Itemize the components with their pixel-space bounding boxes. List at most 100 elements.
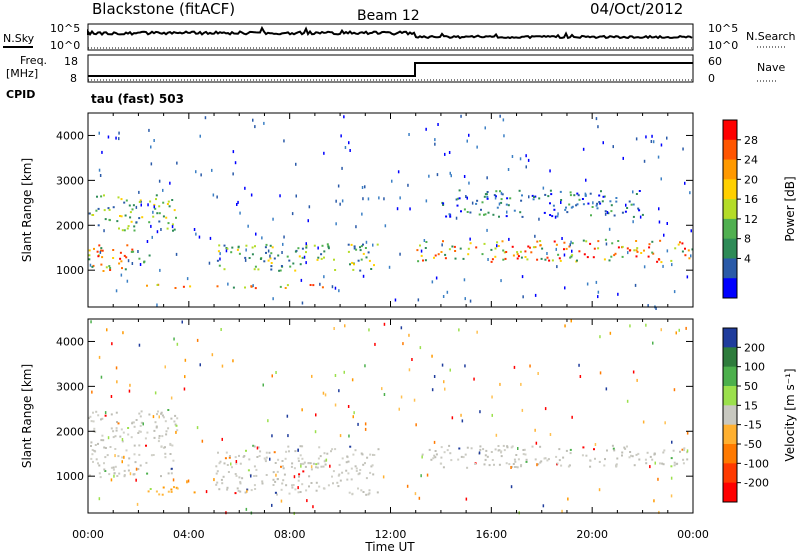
power-cell [613, 214, 616, 217]
power-cell [516, 251, 519, 254]
power-cell [552, 204, 555, 207]
velocity-cell [339, 479, 342, 482]
velocity-cell [465, 497, 468, 501]
power-cell [483, 242, 486, 245]
power-cell [152, 215, 155, 218]
velocity-cell [165, 433, 168, 436]
power-cell [478, 213, 481, 216]
power-cell [117, 196, 120, 199]
power-cell [367, 197, 370, 201]
colorbar-segment [723, 463, 737, 484]
freq-line [88, 62, 693, 77]
power-cell [319, 282, 321, 286]
power-cell [127, 225, 130, 228]
power-cell [502, 249, 505, 252]
velocity-cell [604, 458, 606, 461]
power-cell [597, 125, 599, 129]
power-cell [121, 229, 124, 232]
velocity-cell [294, 450, 297, 453]
power-cell [263, 121, 265, 125]
velocity-cell [508, 463, 511, 466]
velocity-cell [670, 457, 673, 460]
power-cell [361, 186, 364, 189]
velocity-cell [368, 328, 370, 332]
velocity-cell [355, 467, 358, 470]
velocity-cell [513, 466, 516, 468]
velocity-cell [372, 453, 374, 456]
power-cell [226, 247, 229, 250]
power-cell [237, 200, 239, 204]
power-cell [534, 234, 536, 238]
velocity-cell [272, 484, 275, 486]
velocity-cell [598, 488, 601, 492]
velocity-cell [285, 484, 288, 487]
velocity-cell [216, 481, 219, 484]
power-cell [97, 224, 100, 227]
power-cell [316, 258, 319, 261]
power-cell [211, 168, 213, 172]
velocity-cell [161, 435, 164, 438]
colorbar-segment [723, 199, 737, 220]
velocity-cell [434, 456, 437, 459]
power-cell [499, 114, 501, 118]
power-cell [150, 162, 153, 166]
power-cell [597, 290, 600, 294]
power-cell [481, 201, 484, 204]
power-cell [599, 202, 602, 205]
velocity-cell [245, 449, 247, 452]
power-cell [494, 196, 497, 200]
colorbar-segment [723, 347, 737, 368]
velocity-cell [308, 475, 311, 478]
velocity-cell [152, 415, 155, 419]
velocity-cell [149, 488, 152, 490]
power-cell [198, 235, 201, 239]
power-cell [496, 241, 499, 244]
velocity-cell [450, 459, 453, 462]
velocity-cell [152, 454, 155, 456]
power-cell [227, 282, 229, 286]
power-cell [511, 245, 514, 248]
power-cell [652, 252, 655, 255]
velocity-cell [654, 461, 656, 465]
power-cell [239, 211, 241, 215]
power-cell [93, 247, 95, 250]
velocity-cell [139, 424, 142, 427]
power-cell [284, 287, 287, 289]
power-cell [267, 259, 270, 262]
power-cell [688, 257, 691, 260]
velocity-cell [358, 472, 361, 475]
colorbar-segment [723, 238, 737, 259]
velocity-cell [685, 326, 687, 330]
velocity-cell [122, 431, 125, 434]
power-cell [666, 136, 668, 140]
velocity-cell [117, 422, 120, 425]
velocity-cell [589, 459, 592, 462]
velocity-cell [104, 456, 107, 459]
velocity-cell [332, 470, 335, 473]
power-cell [120, 260, 123, 263]
velocity-cell [345, 469, 348, 472]
power-cell [615, 200, 618, 203]
power-cell [370, 268, 373, 270]
power-cell [543, 211, 546, 214]
velocity-cell [594, 443, 597, 446]
power-cell [638, 190, 641, 192]
power-cell [107, 207, 110, 210]
velocity-cell [606, 449, 608, 452]
velocity-cell [269, 457, 271, 461]
power-cell [507, 168, 510, 171]
power-cell [610, 255, 613, 258]
velocity-cell [276, 470, 279, 473]
power-cell [362, 252, 365, 255]
colorbar-tick-label: 28 [744, 134, 758, 147]
velocity-cell [184, 375, 186, 379]
velocity-cell [164, 452, 167, 455]
velocity-cell [448, 444, 451, 447]
power-cell [655, 307, 657, 310]
power-cell [532, 198, 535, 201]
power-cell [448, 248, 451, 251]
velocity-cell [171, 444, 174, 447]
power-cell [498, 215, 500, 218]
velocity-cell [315, 413, 317, 417]
power-cell [218, 264, 221, 267]
